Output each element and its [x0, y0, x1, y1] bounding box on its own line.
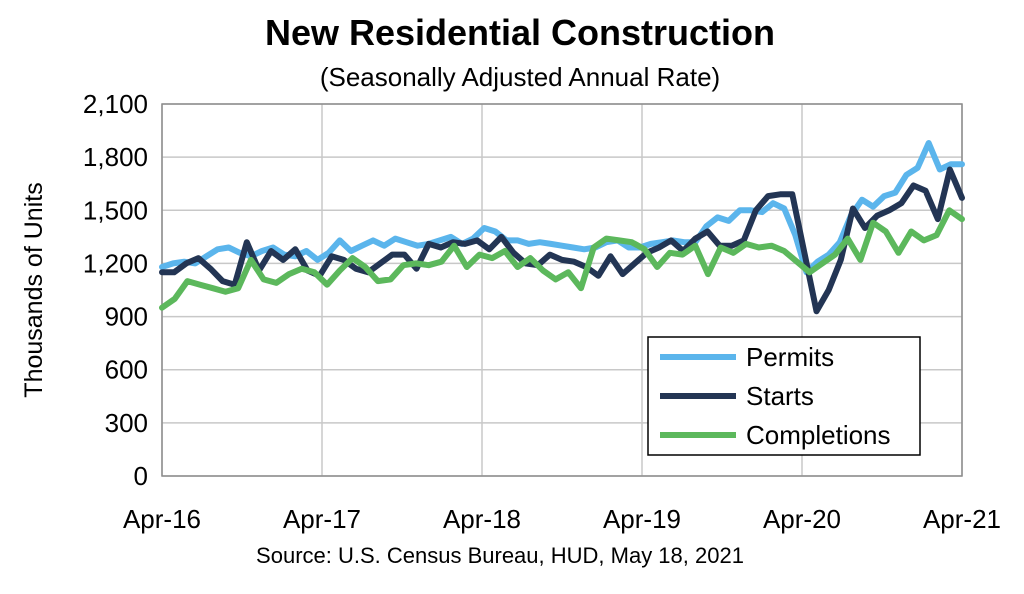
y-axis-label: Thousands of Units: [20, 182, 48, 397]
y-tick-label: 1,800: [83, 142, 148, 172]
source-note: Source: U.S. Census Bureau, HUD, May 18,…: [256, 543, 744, 568]
x-tick-label: Apr-21: [923, 504, 1001, 534]
series-line-starts: [159, 166, 965, 315]
plot-border: [161, 103, 963, 477]
legend: Permits Starts Completions: [647, 336, 921, 456]
chart-title: New Residential Construction: [264, 12, 776, 53]
x-tick-label: Apr-19: [603, 504, 681, 534]
x-tick-label: Apr-18: [443, 504, 521, 534]
y-tick-label: 2,100: [83, 89, 148, 119]
y-tick-label: 900: [105, 302, 148, 332]
x-tick-label: Apr-20: [763, 504, 841, 534]
y-tick-label: 1,200: [83, 248, 148, 278]
x-tick-label: Apr-16: [123, 504, 201, 534]
legend-label-permits: Permits: [746, 342, 834, 372]
x-tick-label: Apr-17: [283, 504, 361, 534]
series-lines: [159, 140, 965, 315]
y-tick-label: 1,500: [83, 195, 148, 225]
y-tick-label: 600: [105, 355, 148, 385]
chart-subtitle: (Seasonally Adjusted Annual Rate): [319, 62, 721, 92]
series-line-completions: [159, 207, 965, 311]
y-tick-label: 0: [134, 461, 148, 491]
y-axis-ticks: 0 300 600 900 1,200 1,500 1,800 2,100: [83, 89, 148, 491]
legend-label-completions: Completions: [746, 420, 891, 450]
series-line-permits: [159, 140, 965, 276]
y-tick-label: 300: [105, 408, 148, 438]
legend-label-starts: Starts: [746, 381, 814, 411]
x-axis-ticks: Apr-16 Apr-17 Apr-18 Apr-19 Apr-20 Apr-21: [123, 504, 1001, 534]
